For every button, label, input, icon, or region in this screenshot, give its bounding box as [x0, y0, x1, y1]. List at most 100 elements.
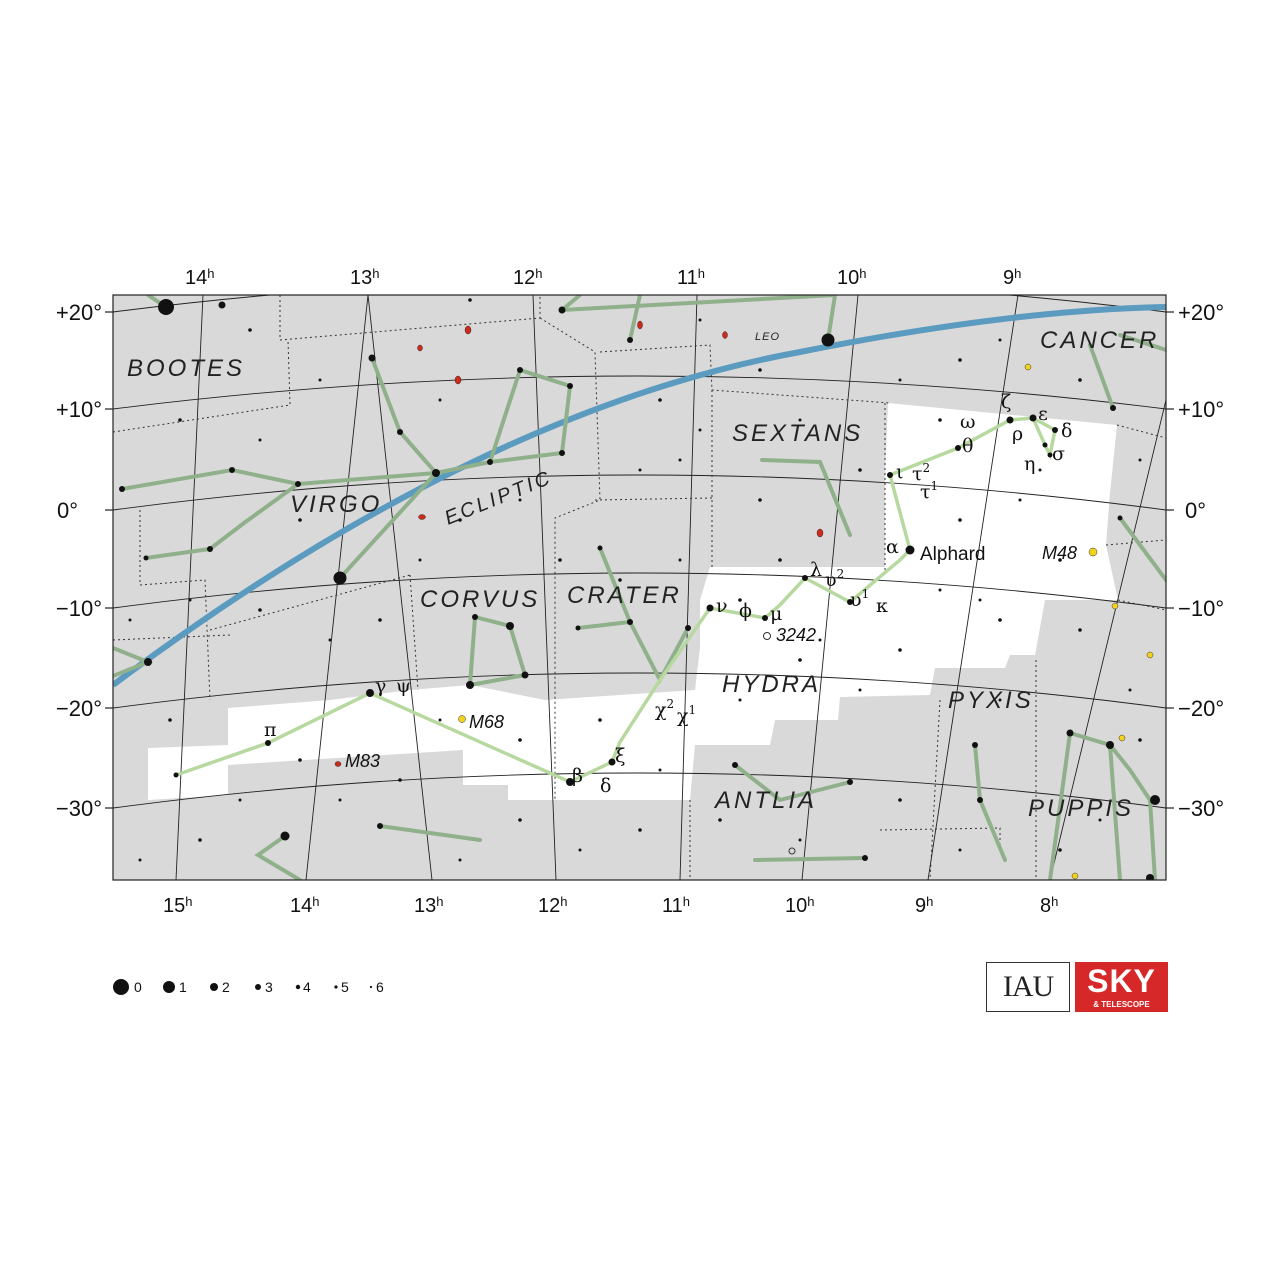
ra-bottom-13: 13h [414, 894, 443, 917]
label-sextans: SEXTANS [732, 420, 863, 447]
greek-delta-hya: δ [600, 775, 611, 797]
legend-dot-3 [255, 984, 261, 990]
greek-psi: ψ [396, 675, 411, 697]
legend-label-4: 4 [303, 979, 311, 995]
iau-logo-text: IAU [1002, 970, 1054, 1003]
greek-chi2: χ2 [655, 697, 674, 721]
greek-pi: π [264, 719, 277, 741]
dec-left-m30: −30° [56, 796, 102, 821]
legend-dot-5 [334, 985, 338, 989]
greek-nu: ν [716, 595, 728, 617]
telescope-logo-text: & TELESCOPE [1093, 1000, 1150, 1009]
label-ngc3242: 3242 [776, 625, 816, 645]
label-virgo: VIRGO [290, 491, 382, 518]
hydra-lines [174, 416, 1057, 784]
label-antlia: ANTLIA [713, 787, 817, 814]
label-crater: CRATER [567, 582, 682, 609]
ra-bottom-14: 14h [290, 894, 319, 917]
dec-left-20: +20° [56, 300, 102, 325]
nebulae [763, 632, 796, 855]
legend-dot-0 [113, 979, 129, 995]
legend-dot-4 [295, 984, 301, 990]
legend-label-2: 2 [222, 979, 230, 995]
star-clusters [458, 363, 1154, 880]
legend-dot-2 [210, 983, 218, 991]
dec-left-10: +10° [56, 397, 102, 422]
ra-bottom-15: 15h [163, 894, 192, 917]
ra-top-11: 11h [677, 266, 705, 289]
galaxies [334, 320, 824, 767]
ra-bottom-8: 8h [1040, 894, 1058, 917]
greek-lambda: λ [810, 559, 822, 581]
dec-right-m20: −20° [1178, 696, 1224, 721]
label-m83: M83 [345, 751, 380, 771]
greek-theta: θ [962, 435, 973, 457]
greek-rho: ρ [1012, 423, 1023, 445]
frame-ticks [105, 311, 1174, 809]
greek-eta: η [1024, 453, 1035, 475]
greek-iota: ι [896, 461, 903, 483]
ra-bottom-9: 9h [915, 894, 933, 917]
label-m68: M68 [469, 712, 504, 732]
label-puppis: PUPPIS [1028, 795, 1134, 822]
label-leo: LEO [755, 331, 780, 343]
dec-right-0: 0° [1185, 498, 1206, 523]
label-pyxis: PYXIS [948, 687, 1034, 714]
greek-sigma: σ [1052, 443, 1065, 465]
ra-bottom-10: 10h [785, 894, 814, 917]
sky-logo-text: SKY [1087, 963, 1156, 999]
ra-top-10: 10h [837, 266, 866, 289]
ra-labels-top: 14h 13h 12h 11h 10h 9h [185, 266, 1021, 289]
stars [119, 298, 1160, 880]
greek-gamma: γ [375, 675, 386, 697]
ra-top-9: 9h [1003, 266, 1021, 289]
label-alphard: Alphard [920, 544, 986, 565]
ra-top-14: 14h [185, 266, 214, 289]
ra-grid [175, 295, 1166, 880]
dec-right-m10: −10° [1178, 596, 1224, 621]
greek-alpha: α [886, 536, 899, 558]
legend-dot-6 [369, 985, 373, 989]
label-corvus: CORVUS [420, 586, 540, 613]
dec-labels-left: +20° +10° 0° −10° −20° −30° [56, 300, 102, 821]
dec-right-10: +10° [1178, 397, 1224, 422]
greek-zeta: ζ [1001, 391, 1011, 413]
dec-right-20: +20° [1178, 300, 1224, 325]
ra-top-12: 12h [513, 266, 542, 289]
greek-upsilon1: υ1 [850, 587, 869, 611]
ra-labels-bottom: 15h 14h 13h 12h 11h 10h 9h 8h [163, 894, 1058, 917]
dec-left-m20: −20° [56, 696, 102, 721]
legend-label-5: 5 [341, 979, 349, 995]
magnitude-legend: 0 1 2 3 4 5 6 [113, 979, 384, 995]
legend-dot-1 [163, 981, 175, 993]
sky-telescope-logo: SKY & TELESCOPE [1075, 962, 1168, 1012]
greek-upsilon2: υ2 [825, 567, 844, 591]
dec-labels-right: +20° +10° 0° −10° −20° −30° [1178, 300, 1224, 821]
ecliptic-line [113, 304, 1166, 688]
map-frame [112, 294, 1167, 881]
legend-label-0: 0 [134, 979, 142, 995]
greek-tau1: τ1 [920, 479, 938, 503]
dec-right-m30: −30° [1178, 796, 1224, 821]
dec-left-m10: −10° [56, 596, 102, 621]
ra-bottom-12: 12h [538, 894, 567, 917]
greek-chi1: χ1 [677, 703, 696, 727]
greek-omega: ω [960, 411, 976, 433]
iau-logo: IAU [986, 962, 1070, 1012]
label-bootes: BOOTES [127, 355, 245, 382]
ra-top-13: 13h [350, 266, 379, 289]
greek-xi: ξ [615, 745, 625, 767]
greek-tau2: τ2 [912, 461, 930, 485]
label-hydra: HYDRA [722, 671, 821, 698]
greek-epsilon: ε [1038, 403, 1048, 425]
legend-label-6: 6 [376, 979, 384, 995]
greek-labels: ω ζ ε ρ δ θ η σ ι τ2 τ1 α λ υ2 υ1 κ ν ϕ … [264, 391, 1072, 797]
dec-left-0: 0° [57, 498, 78, 523]
ra-bottom-11: 11h [662, 894, 690, 917]
label-cancer: CANCER [1040, 327, 1159, 354]
greek-mu: μ [770, 603, 782, 625]
greek-delta: δ [1061, 420, 1072, 442]
legend-label-3: 3 [265, 979, 273, 995]
greek-phi: ϕ [739, 600, 752, 622]
